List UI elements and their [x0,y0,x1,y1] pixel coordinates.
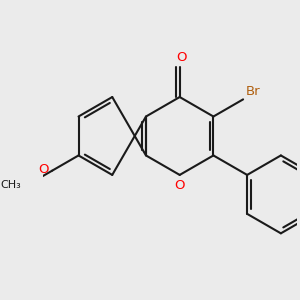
Text: O: O [174,179,185,192]
Text: CH₃: CH₃ [0,181,21,190]
Text: O: O [176,51,186,64]
Text: O: O [39,164,49,176]
Text: Br: Br [246,85,261,98]
